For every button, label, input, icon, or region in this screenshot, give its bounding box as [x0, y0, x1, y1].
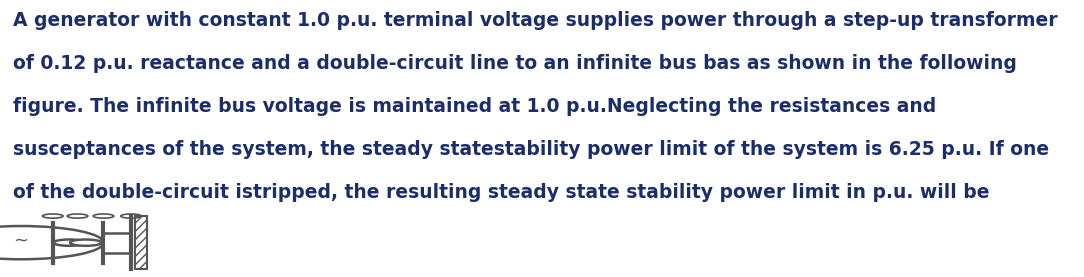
Text: figure. The infinite bus voltage is maintained at 1.0 p.u.Neglecting the resista: figure. The infinite bus voltage is main…: [13, 97, 937, 116]
Text: A generator with constant 1.0 p.u. terminal voltage supplies power through a ste: A generator with constant 1.0 p.u. termi…: [13, 11, 1058, 30]
Bar: [136, 216, 146, 269]
Circle shape: [53, 240, 85, 246]
Text: ~: ~: [14, 232, 28, 250]
Text: of 0.12 p.u. reactance and a double-circuit line to an infinite bus bas as shown: of 0.12 p.u. reactance and a double-circ…: [13, 54, 1017, 73]
Text: of the double-circuit istripped, the resulting steady state stability power limi: of the double-circuit istripped, the res…: [13, 183, 990, 202]
Circle shape: [70, 240, 102, 246]
Text: susceptances of the system, the steady statestability power limit of the system : susceptances of the system, the steady s…: [13, 140, 1049, 159]
